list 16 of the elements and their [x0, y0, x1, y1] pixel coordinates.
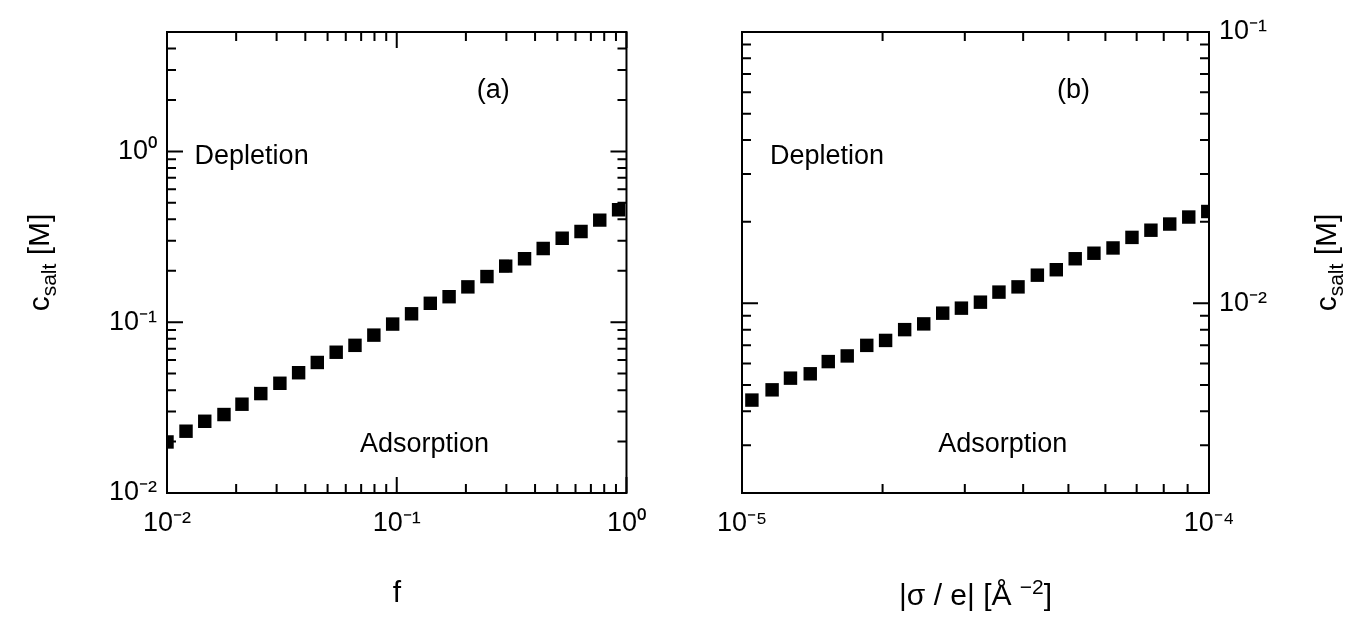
- x-axis-title: |σ / e| [Å $^{−2}$]: [899, 575, 1053, 612]
- x-tick-label: 10⁻¹: [372, 506, 421, 537]
- y-tick-label: 10⁻¹: [108, 305, 157, 336]
- annotation: Depletion: [194, 139, 309, 170]
- x-axis-title: f: [392, 575, 402, 609]
- x-tick-label: 10⁻²: [142, 506, 192, 537]
- annotation: Adsorption: [359, 428, 490, 459]
- annotation: (a): [476, 74, 510, 105]
- annotation: Adsorption: [938, 428, 1068, 459]
- x-tick-label: 10⁰: [606, 506, 647, 537]
- y-tick-label: 10⁻²: [108, 476, 157, 507]
- annotation: Depletion: [770, 139, 885, 170]
- x-tick-label: 10⁻⁵: [716, 506, 768, 537]
- x-tick-label: 10⁻⁴: [1183, 506, 1235, 537]
- y-tick-label: 10⁰: [117, 134, 157, 165]
- annotation: (b): [1057, 74, 1091, 105]
